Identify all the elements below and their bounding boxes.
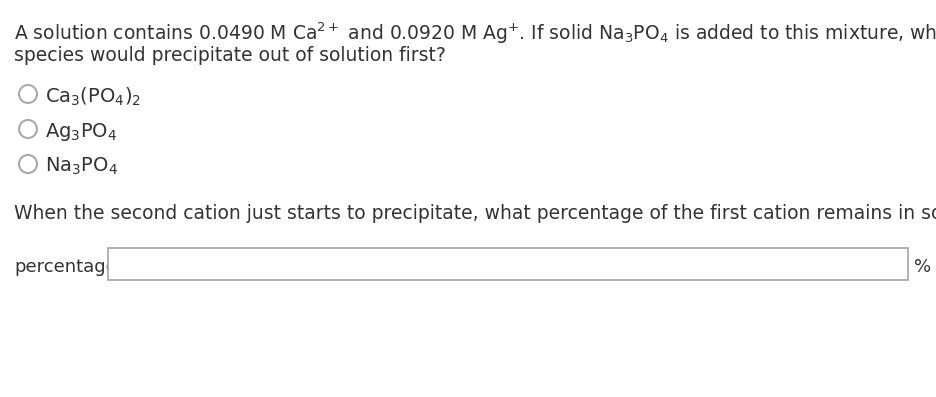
- Text: percentage:: percentage:: [14, 258, 123, 276]
- Text: Ca$_3$(PO$_4$)$_2$: Ca$_3$(PO$_4$)$_2$: [45, 86, 141, 108]
- Text: Na$_3$PO$_4$: Na$_3$PO$_4$: [45, 156, 118, 177]
- FancyBboxPatch shape: [108, 248, 908, 280]
- Text: species would precipitate out of solution first?: species would precipitate out of solutio…: [14, 46, 446, 65]
- Text: A solution contains 0.0490 M Ca$^{2+}$ and 0.0920 M Ag$^{+}$. If solid Na$_3$PO$: A solution contains 0.0490 M Ca$^{2+}$ a…: [14, 20, 936, 46]
- Text: Ag$_3$PO$_4$: Ag$_3$PO$_4$: [45, 121, 117, 143]
- Text: %: %: [914, 258, 931, 276]
- Text: When the second cation just starts to precipitate, what percentage of the first : When the second cation just starts to pr…: [14, 204, 936, 223]
